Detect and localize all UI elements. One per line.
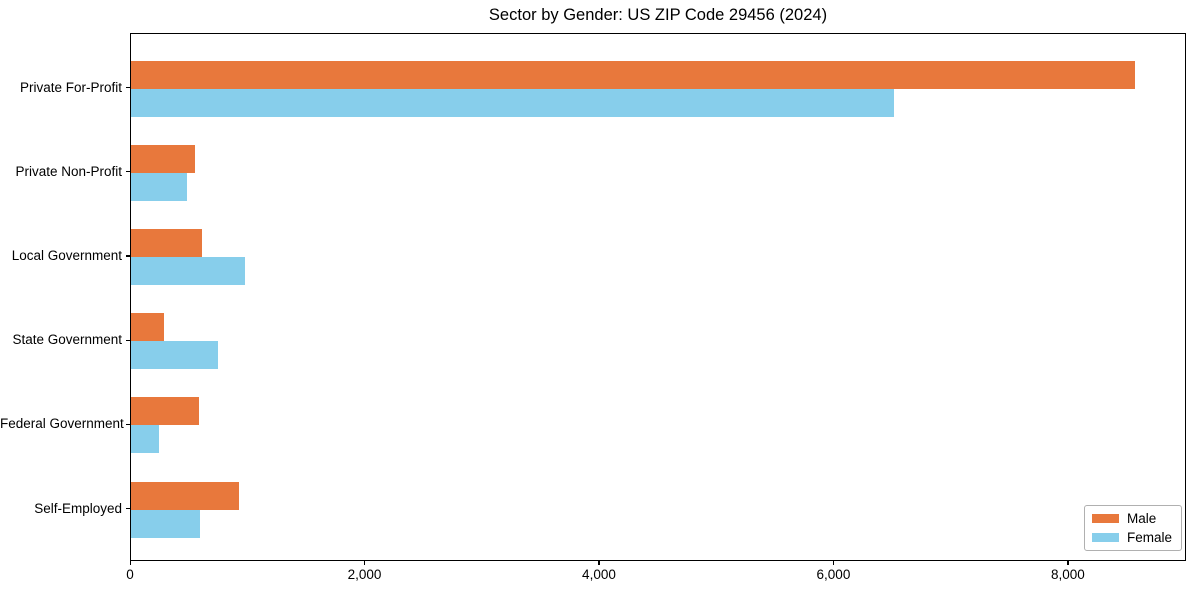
- plot-area: Male Female: [130, 33, 1186, 561]
- y-tick-label: Local Government: [11, 247, 122, 263]
- bar-male-4: [131, 313, 164, 342]
- y-tick-mark: [126, 255, 130, 257]
- y-tick-mark: [126, 87, 130, 89]
- x-tick-mark: [832, 561, 835, 565]
- y-tick-mark: [126, 171, 130, 173]
- bar-female-4: [131, 341, 218, 370]
- legend-entry-male: Male: [1091, 511, 1172, 526]
- chart-title: Sector by Gender: US ZIP Code 29456 (202…: [488, 6, 828, 24]
- bar-female-1: [131, 88, 894, 117]
- y-tick-label: Federal Government: [0, 416, 124, 432]
- legend: Male Female: [1083, 505, 1182, 551]
- bar-female-2: [131, 172, 188, 201]
- legend-label-male: Male: [1126, 511, 1157, 526]
- y-tick-label: Self-Employed: [34, 500, 122, 516]
- bar-male-2: [131, 144, 196, 173]
- y-tick-label: Private For-Profit: [19, 79, 122, 95]
- y-tick-mark: [126, 508, 130, 510]
- bar-male-5: [131, 397, 199, 426]
- x-tick-label: 2,000: [347, 567, 382, 582]
- x-tick-label: 6,000: [816, 567, 851, 582]
- female-swatch: [1091, 533, 1119, 542]
- x-tick-mark: [363, 561, 366, 565]
- y-tick-mark: [126, 339, 130, 341]
- bar-female-6: [131, 509, 201, 538]
- y-tick-label: State Government: [12, 332, 122, 348]
- bar-male-1: [131, 60, 1136, 89]
- x-tick-label: 0: [126, 567, 134, 582]
- x-tick-mark: [1067, 561, 1069, 565]
- legend-label-female: Female: [1126, 530, 1172, 545]
- bar-male-3: [131, 228, 203, 257]
- male-swatch: [1091, 514, 1119, 523]
- y-tick-label: Private Non-Profit: [15, 163, 122, 179]
- x-tick-mark: [129, 561, 131, 565]
- x-tick-label: 4,000: [582, 567, 616, 582]
- bar-female-3: [131, 256, 245, 285]
- legend-entry-female: Female: [1091, 530, 1172, 545]
- x-tick-mark: [598, 561, 600, 565]
- x-tick-label: 8,000: [1051, 567, 1085, 582]
- y-tick-mark: [126, 423, 130, 426]
- bar-female-5: [131, 425, 160, 454]
- bars-layer: [131, 34, 1185, 560]
- bar-male-6: [131, 481, 239, 510]
